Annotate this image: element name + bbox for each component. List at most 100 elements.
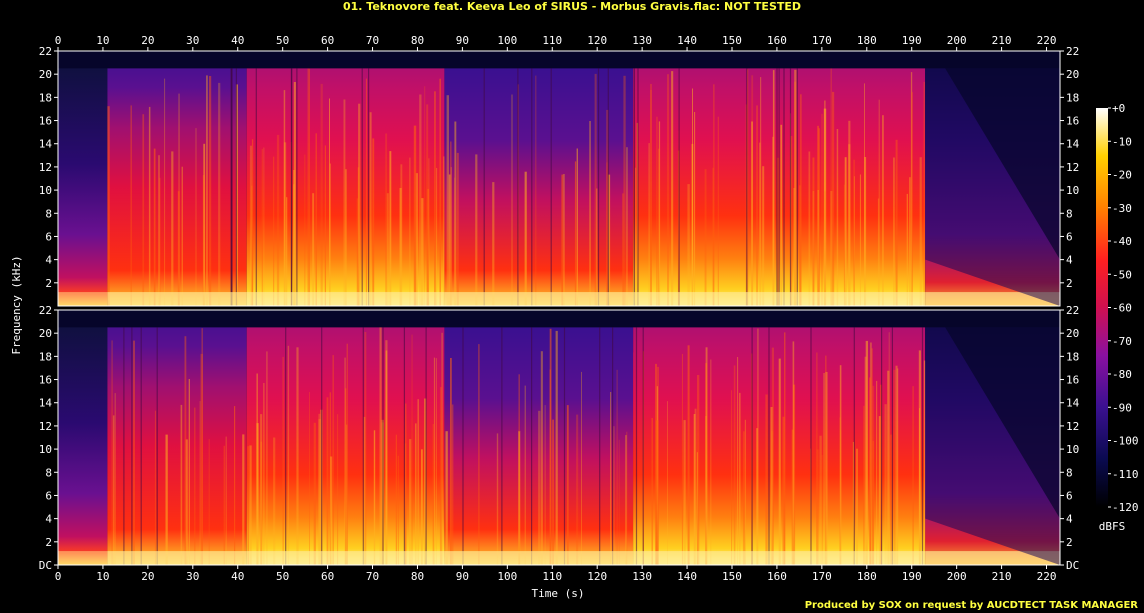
x-tick-label: 100 bbox=[497, 34, 517, 47]
transient-streak bbox=[622, 193, 625, 306]
transient-streak bbox=[693, 414, 696, 565]
transient-streak bbox=[251, 139, 254, 306]
transient-streak bbox=[656, 116, 658, 306]
transient-streak bbox=[561, 174, 564, 306]
credit-text: Produced by SOX on request by AUCDTECT T… bbox=[804, 600, 1138, 611]
transient-streak bbox=[399, 188, 402, 306]
transient-streak bbox=[817, 125, 819, 306]
transient-streak bbox=[747, 69, 749, 306]
transient-streak bbox=[884, 404, 887, 565]
transient-streak bbox=[821, 113, 823, 306]
transient-streak bbox=[778, 358, 781, 565]
low-frequency-band bbox=[107, 292, 247, 306]
transient-streak bbox=[555, 330, 558, 565]
x-tick-label: 10 bbox=[96, 570, 109, 583]
transient-streak bbox=[256, 373, 258, 565]
transient-streak bbox=[626, 431, 628, 565]
transient-streak bbox=[655, 420, 659, 565]
transient-streak bbox=[260, 414, 263, 565]
colorbar-unit: dBFS bbox=[1099, 520, 1126, 533]
transient-streak bbox=[634, 167, 637, 306]
transient-streak bbox=[765, 394, 768, 565]
transient-streak bbox=[566, 405, 569, 565]
x-tick-label: 30 bbox=[186, 570, 199, 583]
transient-streak bbox=[324, 145, 326, 306]
y-tick-label: 20 bbox=[39, 68, 52, 81]
x-tick-label: 70 bbox=[366, 34, 379, 47]
transient-streak bbox=[337, 414, 339, 565]
transient-streak bbox=[812, 157, 815, 306]
transient-streak bbox=[794, 69, 797, 307]
y-tick-label: 20 bbox=[1066, 327, 1079, 340]
transient-streak bbox=[441, 332, 443, 565]
y-tick-label: 8 bbox=[45, 207, 52, 220]
transient-streak bbox=[315, 133, 317, 306]
colorbar bbox=[1096, 108, 1108, 507]
transient-streak bbox=[890, 434, 893, 565]
x-tick-label: 60 bbox=[321, 570, 334, 583]
x-tick-label: 170 bbox=[812, 570, 832, 583]
x-tick-label: 220 bbox=[1037, 570, 1057, 583]
transient-streak bbox=[184, 336, 187, 565]
gap-streak bbox=[230, 68, 232, 307]
y-tick-label: 8 bbox=[1066, 466, 1073, 479]
gap-streak bbox=[746, 68, 748, 307]
x-tick-label: 110 bbox=[542, 570, 562, 583]
transient-streak bbox=[877, 198, 880, 306]
y-tick-label: 8 bbox=[45, 466, 52, 479]
low-frequency-band bbox=[925, 292, 1060, 306]
colorbar-tick-label: -60 bbox=[1112, 302, 1132, 315]
transient-streak bbox=[893, 369, 896, 565]
transient-streak bbox=[293, 82, 296, 306]
y-tick-label: 16 bbox=[1066, 115, 1079, 128]
transient-streak bbox=[201, 328, 203, 565]
transient-streak bbox=[307, 68, 310, 306]
transient-streak bbox=[853, 159, 855, 306]
transient-streak bbox=[456, 152, 459, 306]
x-tick-label: 50 bbox=[276, 570, 289, 583]
gap-streak bbox=[425, 327, 427, 565]
x-tick-label: 200 bbox=[947, 570, 967, 583]
transient-streak bbox=[793, 188, 796, 306]
transient-streak bbox=[154, 410, 156, 565]
transient-streak bbox=[853, 176, 855, 306]
transient-streak bbox=[206, 75, 208, 307]
transient-streak bbox=[865, 340, 868, 565]
x-tick-label: 50 bbox=[276, 34, 289, 47]
transient-streak bbox=[320, 83, 323, 307]
transient-streak bbox=[538, 410, 541, 565]
x-tick-label: 190 bbox=[902, 34, 922, 47]
gap-streak bbox=[796, 68, 798, 307]
transient-streak bbox=[608, 174, 611, 306]
transient-streak bbox=[704, 169, 707, 306]
transient-streak bbox=[574, 161, 577, 306]
x-tick-label: 120 bbox=[587, 34, 607, 47]
transient-streak bbox=[428, 158, 430, 306]
transient-streak bbox=[794, 81, 797, 306]
transient-streak bbox=[433, 357, 435, 565]
transient-streak bbox=[848, 144, 851, 306]
transient-streak bbox=[309, 392, 310, 565]
transient-streak bbox=[705, 416, 707, 565]
colorbar-tick-label: -70 bbox=[1112, 335, 1132, 348]
colorbar-tick-label: -40 bbox=[1112, 235, 1132, 248]
y-tick-label: 4 bbox=[1066, 254, 1073, 267]
transient-streak bbox=[594, 73, 597, 307]
transient-streak bbox=[830, 68, 832, 306]
x-tick-label: 0 bbox=[55, 34, 62, 47]
transient-streak bbox=[859, 174, 861, 306]
x-tick-label: 140 bbox=[677, 34, 697, 47]
transient-streak bbox=[739, 392, 741, 565]
transient-streak bbox=[209, 76, 212, 306]
colorbar-tick-label: -90 bbox=[1112, 401, 1132, 414]
gap-streak bbox=[550, 68, 552, 307]
transient-streak bbox=[780, 124, 783, 306]
transient-streak bbox=[589, 121, 591, 306]
gap-streak bbox=[768, 327, 770, 565]
transient-streak bbox=[283, 142, 287, 306]
y-tick-label: 20 bbox=[39, 327, 52, 340]
transient-streak bbox=[363, 416, 366, 565]
gap-streak bbox=[131, 327, 133, 565]
x-tick-label: 180 bbox=[857, 570, 877, 583]
transient-streak bbox=[434, 91, 436, 306]
